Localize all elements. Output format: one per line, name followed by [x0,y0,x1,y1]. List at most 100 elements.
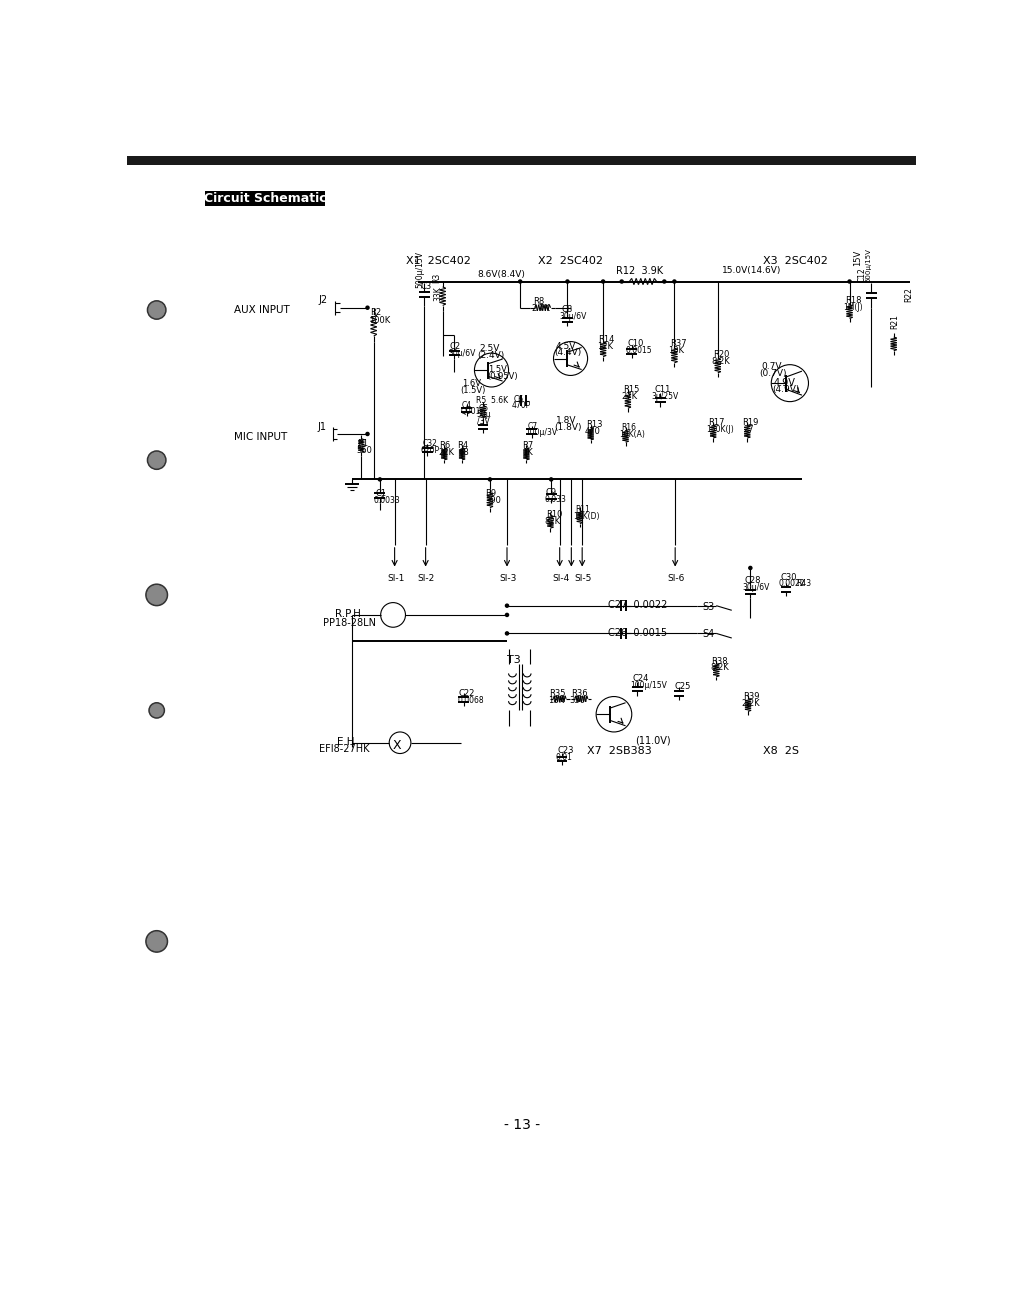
Text: R37: R37 [670,339,686,348]
Text: R18: R18 [845,296,861,306]
Text: 8.6V(8.4V): 8.6V(8.4V) [477,270,525,280]
Text: 15.0V(14.6V): 15.0V(14.6V) [723,266,782,276]
Text: 27K: 27K [622,393,638,402]
Text: 4.9V: 4.9V [774,378,795,387]
Text: R36: R36 [571,689,588,698]
Text: 1M(J): 1M(J) [843,303,863,312]
Text: 50μ: 50μ [476,410,492,419]
Text: 3μ/25V: 3μ/25V [652,393,678,402]
Text: 500μ/15V: 500μ/15V [865,247,871,282]
Text: 620P: 620P [421,446,440,455]
Text: R19: R19 [742,417,758,426]
Text: 470: 470 [584,426,601,436]
Text: T3: T3 [507,655,521,666]
Text: C6: C6 [513,395,523,404]
Text: R11: R11 [575,504,590,514]
Text: 8.2K: 8.2K [710,663,729,672]
Text: 27: 27 [743,425,754,434]
Text: R8: R8 [533,296,545,306]
Text: Circuit Schematic: Circuit Schematic [204,192,326,205]
Text: PP18-28LN: PP18-28LN [323,618,376,628]
Text: (11.0V): (11.0V) [635,736,671,746]
Circle shape [518,280,521,283]
Circle shape [489,478,492,481]
Text: X: X [393,738,401,751]
Circle shape [148,932,166,950]
Circle shape [148,300,166,320]
Circle shape [663,280,666,283]
Text: (1.8V): (1.8V) [554,424,581,432]
Text: J2: J2 [319,295,328,306]
Text: R21: R21 [890,315,899,329]
Text: 1.8V: 1.8V [556,416,576,425]
Text: 1.5V: 1.5V [489,365,507,374]
Text: 2.2K: 2.2K [742,699,760,707]
Text: E H: E H [337,737,355,746]
Text: C26  0.0015: C26 0.0015 [608,628,667,638]
Text: C22: C22 [459,689,475,698]
Text: AUX INPUT: AUX INPUT [234,304,290,315]
Text: C25: C25 [674,682,691,690]
Text: R15: R15 [623,386,639,394]
FancyBboxPatch shape [127,156,916,165]
Text: 68: 68 [458,447,469,456]
Text: C12: C12 [857,266,866,282]
Text: 470P: 470P [512,400,531,410]
Text: 15V: 15V [853,250,862,266]
Text: R35: R35 [550,689,566,698]
Text: 18K: 18K [548,696,564,705]
Circle shape [149,703,165,718]
Text: MIC INPUT: MIC INPUT [234,432,287,442]
Text: 0.0022: 0.0022 [778,580,805,589]
FancyBboxPatch shape [205,191,325,205]
Text: R22: R22 [904,287,913,303]
Text: C32: C32 [422,439,438,448]
Circle shape [148,586,166,605]
Text: 4.5V: 4.5V [556,342,576,351]
Text: C27  0.0022: C27 0.0022 [608,599,667,610]
Circle shape [566,280,569,283]
Text: SI-3: SI-3 [499,575,516,584]
Text: X7  2SB383: X7 2SB383 [586,746,652,755]
Text: 1.6V: 1.6V [462,380,482,389]
Text: C24: C24 [632,675,648,684]
Text: 330: 330 [570,696,585,705]
Text: C23: C23 [558,746,574,755]
Text: R13: R13 [586,420,603,429]
Text: 33K: 33K [434,286,443,300]
Text: SI-1: SI-1 [387,575,404,584]
Text: C30: C30 [781,572,797,581]
Text: C9: C9 [546,488,557,497]
Text: 10K: 10K [668,346,684,355]
Circle shape [151,705,163,716]
Text: 100μ/3V: 100μ/3V [525,428,557,437]
Text: S3: S3 [702,602,715,612]
Circle shape [848,280,851,283]
Text: 82K: 82K [545,517,560,526]
Text: 30μ/6V: 30μ/6V [742,582,770,592]
Text: X8  2S: X8 2S [762,746,799,755]
Text: X1  2SC402: X1 2SC402 [406,256,471,266]
Text: 0.0033: 0.0033 [374,495,400,504]
Text: C1: C1 [376,489,387,498]
Text: C3: C3 [421,282,433,291]
Text: /3V: /3V [476,416,490,425]
Text: R1: R1 [356,439,367,448]
Text: R7: R7 [521,441,533,450]
Circle shape [749,567,752,569]
Text: 15K(D): 15K(D) [574,512,601,521]
Text: X2  2SC402: X2 2SC402 [538,256,603,266]
Text: C8: C8 [561,306,572,315]
Text: C10: C10 [627,339,643,348]
Text: 560: 560 [356,446,373,455]
Circle shape [673,280,676,283]
Circle shape [365,433,370,436]
Circle shape [365,307,370,309]
Circle shape [146,931,168,952]
Text: R10: R10 [546,510,562,519]
Text: (4.4V): (4.4V) [554,348,581,358]
Text: (2.4V): (2.4V) [477,351,505,360]
Circle shape [146,584,168,606]
Text: S4: S4 [702,629,715,638]
Circle shape [550,478,553,481]
